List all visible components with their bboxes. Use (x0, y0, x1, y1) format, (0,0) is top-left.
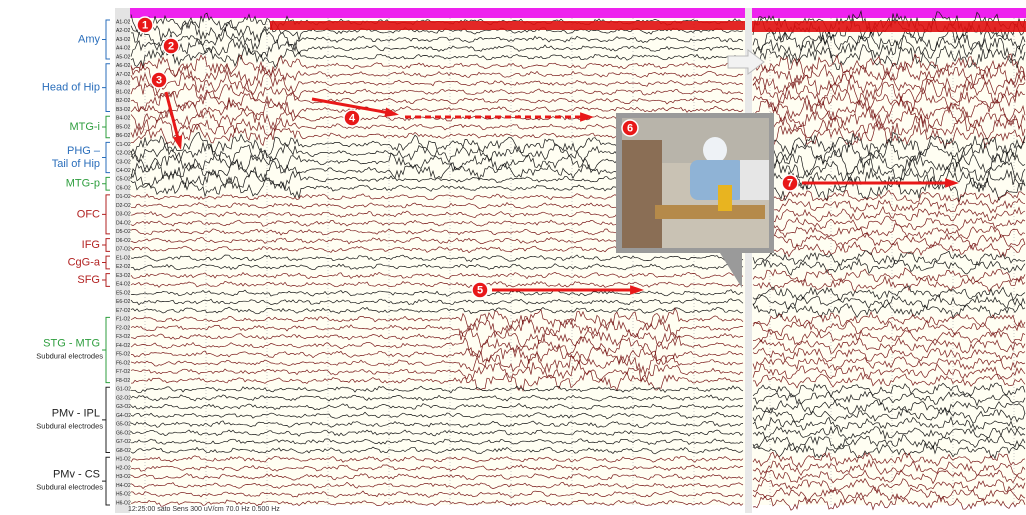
channel-label: B3-O2 (116, 107, 131, 113)
video-bed (740, 160, 769, 200)
channel-label: F4-O2 (116, 343, 130, 349)
region-label: IFG (82, 239, 100, 251)
status-bar: 12:25:00 sato Sens 300 uV/cm 70.0 Hz 0.5… (128, 506, 280, 513)
channel-label: A7-O2 (116, 72, 131, 78)
channel-label: F3-O2 (116, 334, 130, 340)
channel-label: H2-O2 (116, 465, 131, 471)
region-label: PMv - IPL (52, 407, 100, 419)
channel-label: C5-O2 (116, 177, 131, 183)
region-label: STG - MTG (43, 337, 100, 349)
region-sublabel: Subdural electrodes (36, 421, 103, 430)
channel-label: F8-O2 (116, 378, 130, 384)
step-marker-label: 7 (787, 177, 793, 189)
channel-label: F2-O2 (116, 325, 130, 331)
region-label: MTG-p (66, 178, 100, 190)
panel-gap (745, 8, 752, 513)
channel-label: D4-O2 (116, 220, 131, 226)
channel-label: G2-O2 (116, 395, 131, 401)
eeg-figure: 1 2 3 4 5 6 7 12:25:00 sato Sens 300 uV/cm 70.… (0, 0, 1026, 515)
region-label: PMv - CS (53, 469, 100, 481)
channel-label: C2-O2 (116, 151, 131, 157)
region-label: SFG (77, 274, 100, 286)
channel-label: H6-O2 (116, 500, 131, 506)
region-label: MTG-i (69, 121, 100, 133)
region-label: Amy (78, 33, 101, 45)
top-bar (130, 8, 745, 18)
channel-label: A8-O2 (116, 81, 131, 87)
channel-label: C6-O2 (116, 185, 131, 191)
amy-highlight (752, 21, 1026, 32)
channel-label: E2-O2 (116, 264, 131, 270)
channel-label: B1-O2 (116, 89, 131, 95)
video-head (703, 137, 727, 163)
step-marker-label: 1 (142, 19, 148, 31)
channel-label: E3-O2 (116, 273, 131, 279)
channel-label: F7-O2 (116, 369, 130, 375)
region-label: CgG-a (68, 256, 101, 268)
channel-label: A2-O2 (116, 28, 131, 34)
channel-label: D2-O2 (116, 203, 131, 209)
channel-label: A6-O2 (116, 63, 131, 69)
channel-label: G6-O2 (116, 430, 131, 436)
channel-label: F5-O2 (116, 352, 130, 358)
channel-label: A5-O2 (116, 54, 131, 60)
step-marker-label: 4 (349, 112, 356, 124)
channel-label: H3-O2 (116, 474, 131, 480)
channel-label: D5-O2 (116, 229, 131, 235)
channel-label: G8-O2 (116, 448, 131, 454)
channel-label: B4-O2 (116, 116, 131, 122)
region-sublabel: Subdural electrodes (36, 351, 103, 360)
channel-label: G7-O2 (116, 439, 131, 445)
channel-label: G4-O2 (116, 413, 131, 419)
channel-label: E6-O2 (116, 299, 131, 305)
channel-label: H1-O2 (116, 457, 131, 463)
channel-label: C1-O2 (116, 142, 131, 148)
step-marker-label: 5 (477, 284, 483, 296)
channel-label: C3-O2 (116, 159, 131, 165)
channel-label: A3-O2 (116, 37, 131, 43)
channel-label: D7-O2 (116, 247, 131, 253)
channel-label: G5-O2 (116, 422, 131, 428)
step-marker-label: 2 (168, 40, 174, 52)
channel-label: E4-O2 (116, 282, 131, 288)
region-label: PHG – (67, 145, 101, 157)
channel-label: C4-O2 (116, 168, 131, 174)
region-label: Head of Hip (42, 81, 100, 93)
right-panel (752, 18, 1026, 505)
amy-highlight (270, 21, 745, 30)
top-bar (752, 8, 1026, 18)
channel-label: E5-O2 (116, 290, 131, 296)
video-cup (718, 185, 732, 211)
channel-label: G3-O2 (116, 404, 131, 410)
channel-label: B6-O2 (116, 133, 131, 139)
channel-label: F6-O2 (116, 360, 130, 366)
channel-label: D6-O2 (116, 238, 131, 244)
channel-label: D1-O2 (116, 194, 131, 200)
channel-label: D3-O2 (116, 212, 131, 218)
channel-label: B5-O2 (116, 124, 131, 130)
step-marker-label: 3 (156, 74, 162, 86)
video-patient (690, 160, 745, 200)
channel-label: B2-O2 (116, 98, 131, 104)
channel-label: E7-O2 (116, 308, 131, 314)
left-panel (130, 18, 745, 505)
step-marker-label: 6 (627, 122, 633, 134)
channel-label: H5-O2 (116, 492, 131, 498)
region-label: Tail of Hip (52, 158, 100, 170)
region-sublabel: Subdural electrodes (36, 483, 103, 492)
channel-label: A1-O2 (116, 19, 131, 25)
channel-label: G1-O2 (116, 387, 131, 393)
channel-label: A4-O2 (116, 46, 131, 52)
channel-label: F1-O2 (116, 317, 130, 323)
channel-label: H4-O2 (116, 483, 131, 489)
video-person-left (622, 140, 662, 248)
video-table (655, 205, 765, 219)
region-label: OFC (77, 208, 100, 220)
channel-label: E1-O2 (116, 255, 131, 261)
